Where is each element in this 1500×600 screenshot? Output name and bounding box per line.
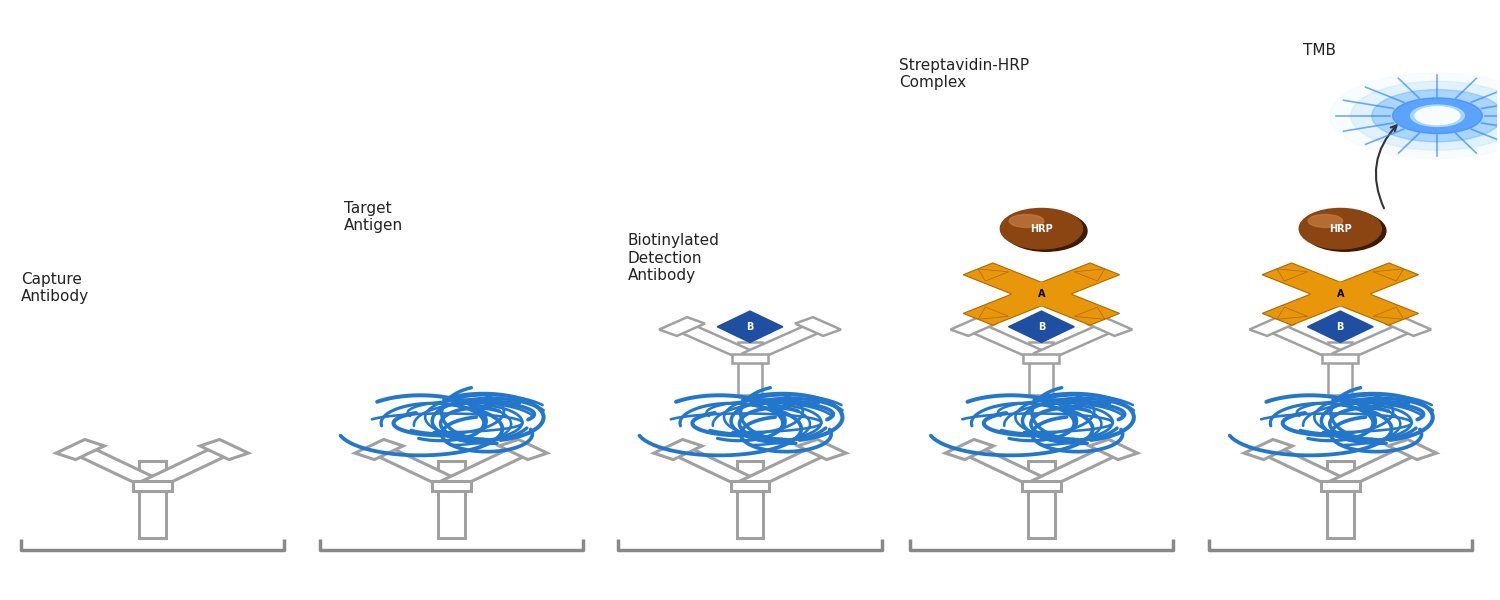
Bar xyxy=(658,317,705,336)
Polygon shape xyxy=(978,269,1008,281)
Polygon shape xyxy=(442,446,532,487)
Polygon shape xyxy=(142,446,234,487)
Text: Capture
Antibody: Capture Antibody xyxy=(21,272,88,304)
Polygon shape xyxy=(741,446,831,487)
Bar xyxy=(438,461,465,538)
Text: B: B xyxy=(747,322,753,332)
Polygon shape xyxy=(1074,307,1106,319)
Text: Target
Antigen: Target Antigen xyxy=(344,200,402,233)
Polygon shape xyxy=(741,323,827,359)
Bar xyxy=(1023,353,1059,363)
Bar xyxy=(654,439,702,460)
Polygon shape xyxy=(1330,446,1422,487)
Bar xyxy=(795,317,842,336)
Polygon shape xyxy=(963,288,1056,325)
Ellipse shape xyxy=(1000,208,1083,249)
Bar xyxy=(1322,481,1359,491)
Bar xyxy=(1086,317,1132,336)
Text: Streptavidin-HRP
Complex: Streptavidin-HRP Complex xyxy=(900,58,1029,91)
Bar xyxy=(732,353,768,363)
Polygon shape xyxy=(1032,446,1122,487)
Polygon shape xyxy=(978,307,1008,319)
Text: A: A xyxy=(1336,289,1344,299)
Bar xyxy=(1029,341,1053,395)
Bar xyxy=(945,439,993,460)
Polygon shape xyxy=(669,446,759,487)
Ellipse shape xyxy=(1010,214,1044,227)
Text: TMB: TMB xyxy=(1304,43,1336,58)
Polygon shape xyxy=(1264,323,1348,359)
Bar xyxy=(432,481,471,491)
Bar xyxy=(1386,317,1431,336)
Bar xyxy=(140,461,165,538)
Text: B: B xyxy=(1336,322,1344,332)
Text: A: A xyxy=(1038,289,1046,299)
Polygon shape xyxy=(1074,269,1106,281)
Polygon shape xyxy=(960,446,1050,487)
Bar xyxy=(1089,439,1137,460)
Bar xyxy=(1250,317,1294,336)
Ellipse shape xyxy=(1299,208,1382,249)
Bar xyxy=(356,439,404,460)
Circle shape xyxy=(1352,81,1500,150)
Bar xyxy=(500,439,548,460)
Bar xyxy=(1028,461,1054,538)
Bar xyxy=(134,481,171,491)
Bar xyxy=(738,341,762,395)
Bar xyxy=(1323,353,1358,363)
Polygon shape xyxy=(674,323,759,359)
Text: HRP: HRP xyxy=(1329,224,1352,233)
Bar xyxy=(1022,481,1060,491)
Polygon shape xyxy=(964,323,1050,359)
Polygon shape xyxy=(1262,263,1354,300)
Polygon shape xyxy=(963,263,1056,300)
Polygon shape xyxy=(1372,307,1404,319)
Bar xyxy=(1329,341,1353,395)
Polygon shape xyxy=(1276,307,1308,319)
Bar xyxy=(56,439,105,460)
Polygon shape xyxy=(1026,288,1119,325)
Ellipse shape xyxy=(1005,211,1088,251)
Bar xyxy=(1328,461,1354,538)
Polygon shape xyxy=(1026,263,1119,300)
Ellipse shape xyxy=(1308,214,1342,227)
Bar xyxy=(730,481,770,491)
Polygon shape xyxy=(1276,269,1308,281)
Circle shape xyxy=(1414,107,1460,125)
Bar xyxy=(798,439,846,460)
Text: B: B xyxy=(1038,322,1046,332)
Polygon shape xyxy=(1326,288,1419,325)
Polygon shape xyxy=(1034,323,1118,359)
Polygon shape xyxy=(1372,269,1404,281)
Circle shape xyxy=(1371,89,1500,142)
Bar xyxy=(736,461,764,538)
Circle shape xyxy=(1392,98,1482,134)
Polygon shape xyxy=(370,446,460,487)
Polygon shape xyxy=(1008,311,1074,343)
Ellipse shape xyxy=(1304,211,1386,251)
Polygon shape xyxy=(70,446,162,487)
Bar xyxy=(951,317,996,336)
Polygon shape xyxy=(1258,446,1350,487)
Circle shape xyxy=(1330,73,1500,158)
Bar xyxy=(200,439,249,460)
Circle shape xyxy=(1013,283,1071,306)
Polygon shape xyxy=(1262,288,1354,325)
Polygon shape xyxy=(1326,263,1419,300)
Circle shape xyxy=(1410,105,1464,127)
Polygon shape xyxy=(717,311,783,343)
Bar xyxy=(1388,439,1437,460)
Polygon shape xyxy=(1308,311,1372,343)
Polygon shape xyxy=(1332,323,1416,359)
Bar xyxy=(1244,439,1293,460)
Circle shape xyxy=(1311,283,1370,306)
Text: HRP: HRP xyxy=(1030,224,1053,233)
Text: Biotinylated
Detection
Antibody: Biotinylated Detection Antibody xyxy=(627,233,720,283)
